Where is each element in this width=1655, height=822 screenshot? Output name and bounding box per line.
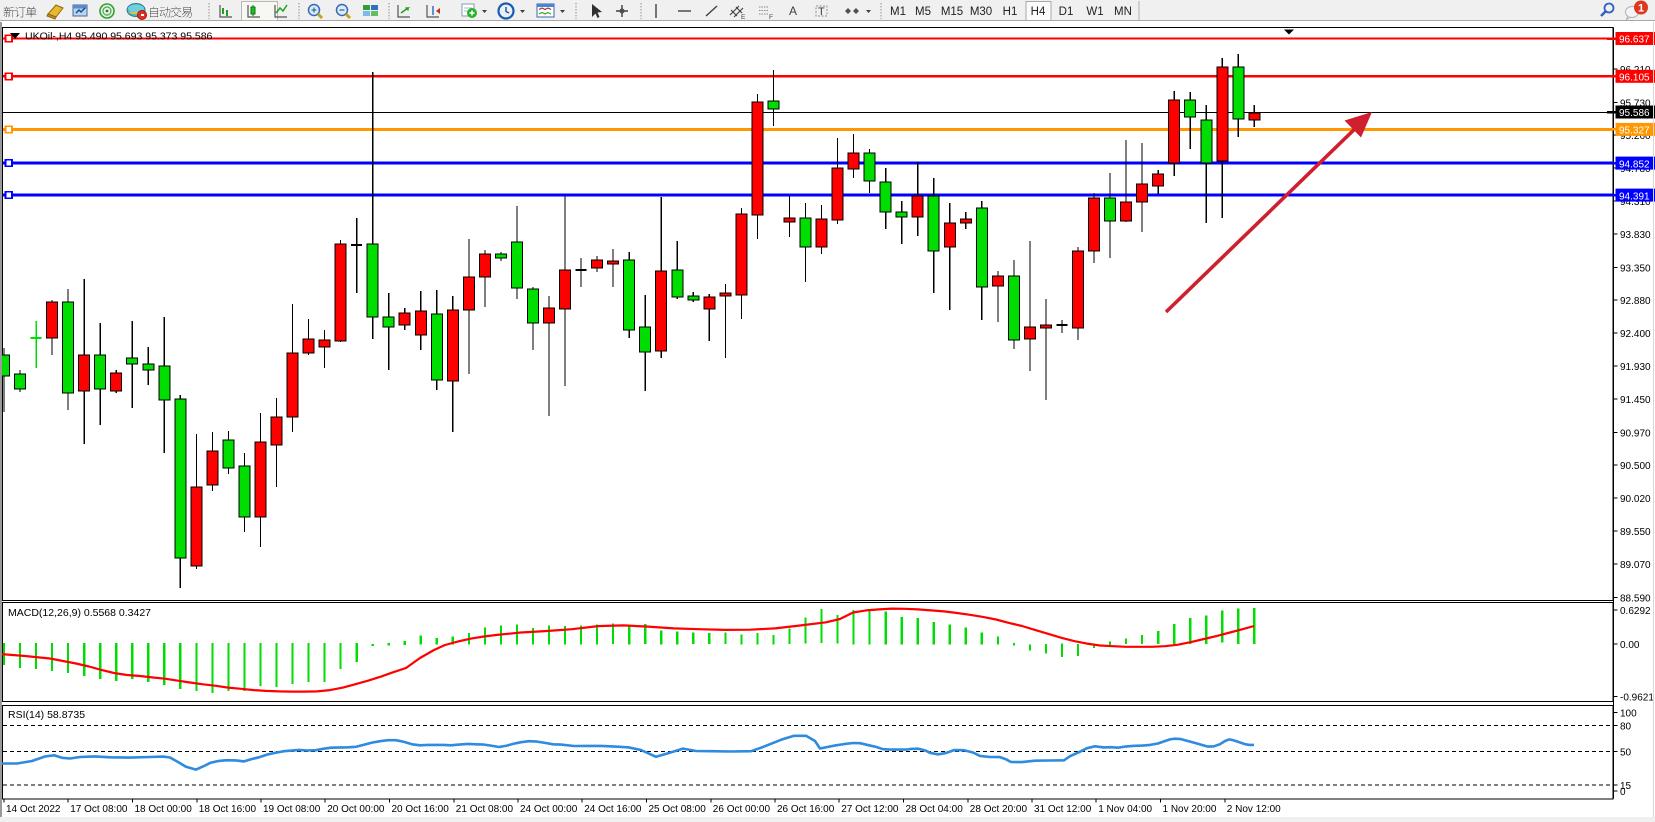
svg-text:94.391: 94.391 [1619,191,1650,202]
svg-text:E: E [741,14,746,21]
svg-text:92.880: 92.880 [1620,296,1651,307]
svg-text:A: A [789,4,797,18]
svg-text:27 Oct 12:00: 27 Oct 12:00 [841,804,899,815]
svg-text:18 Oct 16:00: 18 Oct 16:00 [199,804,257,815]
svg-text:1 Nov 04:00: 1 Nov 04:00 [1098,804,1152,815]
svg-text:95.260: 95.260 [1620,131,1651,142]
svg-text:15: 15 [1620,781,1632,792]
svg-text:28 Oct 04:00: 28 Oct 04:00 [906,804,964,815]
svg-text:H1: H1 [1003,6,1018,18]
svg-text:F: F [769,14,773,21]
svg-text:H4: H4 [1031,6,1046,18]
svg-text:95.327: 95.327 [1619,126,1650,137]
svg-text:M30: M30 [970,6,992,18]
svg-text:M15: M15 [941,6,963,18]
svg-text:W1: W1 [1086,6,1103,18]
svg-text:0: 0 [1620,787,1626,798]
svg-text:25 Oct 08:00: 25 Oct 08:00 [649,804,707,815]
svg-text:1: 1 [1638,3,1644,15]
svg-text:24 Oct 00:00: 24 Oct 00:00 [520,804,578,815]
svg-text:0.00: 0.00 [1620,640,1640,651]
svg-text:MN: MN [1114,6,1132,18]
svg-text:93.830: 93.830 [1620,230,1651,241]
svg-text:26 Oct 00:00: 26 Oct 00:00 [713,804,771,815]
svg-text:26 Oct 16:00: 26 Oct 16:00 [777,804,835,815]
svg-text:1 Nov 20:00: 1 Nov 20:00 [1163,804,1217,815]
svg-text:91.930: 91.930 [1620,362,1651,373]
svg-text:20 Oct 00:00: 20 Oct 00:00 [327,804,385,815]
svg-text:88.590: 88.590 [1620,593,1651,604]
svg-text:21 Oct 08:00: 21 Oct 08:00 [456,804,514,815]
svg-text:MACD(12,26,9) 0.5568 0.3427: MACD(12,26,9) 0.5568 0.3427 [8,607,151,619]
svg-text:31 Oct 12:00: 31 Oct 12:00 [1034,804,1092,815]
svg-text:T: T [818,6,825,18]
svg-text:0.6292: 0.6292 [1620,606,1651,617]
svg-text:18 Oct 00:00: 18 Oct 00:00 [135,804,193,815]
svg-text:50: 50 [1620,747,1632,758]
svg-text:80: 80 [1620,721,1632,732]
svg-text:20 Oct 16:00: 20 Oct 16:00 [392,804,450,815]
svg-text:UKOil-,H4 95.490 95.693 95.37: UKOil-,H4 95.490 95.693 95.373 95.586 [25,31,213,43]
svg-text:94.310: 94.310 [1620,197,1651,208]
svg-text:2 Nov 12:00: 2 Nov 12:00 [1227,804,1281,815]
svg-text:89.070: 89.070 [1620,560,1651,571]
svg-text:24 Oct 16:00: 24 Oct 16:00 [584,804,642,815]
svg-text:93.350: 93.350 [1620,263,1651,274]
svg-text:17 Oct 08:00: 17 Oct 08:00 [70,804,128,815]
svg-text:91.450: 91.450 [1620,395,1651,406]
svg-text:94.852: 94.852 [1619,159,1650,170]
svg-text:96.105: 96.105 [1619,73,1650,84]
svg-text:14 Oct 2022: 14 Oct 2022 [6,804,61,815]
svg-text:19 Oct 08:00: 19 Oct 08:00 [263,804,321,815]
svg-text:28 Oct 20:00: 28 Oct 20:00 [970,804,1028,815]
svg-text:96.637: 96.637 [1619,35,1650,46]
svg-text:D1: D1 [1059,6,1074,18]
svg-text:90.970: 90.970 [1620,428,1651,439]
svg-text:92.400: 92.400 [1620,329,1651,340]
svg-text:89.550: 89.550 [1620,527,1651,538]
svg-text:95.730: 95.730 [1620,98,1651,109]
svg-text:90.020: 90.020 [1620,494,1651,505]
svg-text:M5: M5 [915,6,931,18]
svg-text:95.586: 95.586 [1619,108,1650,119]
svg-text:-0.9621: -0.9621 [1620,693,1654,704]
svg-text:RSI(14) 58.8735: RSI(14) 58.8735 [8,709,85,721]
svg-text:90.500: 90.500 [1620,461,1651,472]
svg-text:100: 100 [1620,708,1637,719]
svg-text:M1: M1 [890,6,906,18]
